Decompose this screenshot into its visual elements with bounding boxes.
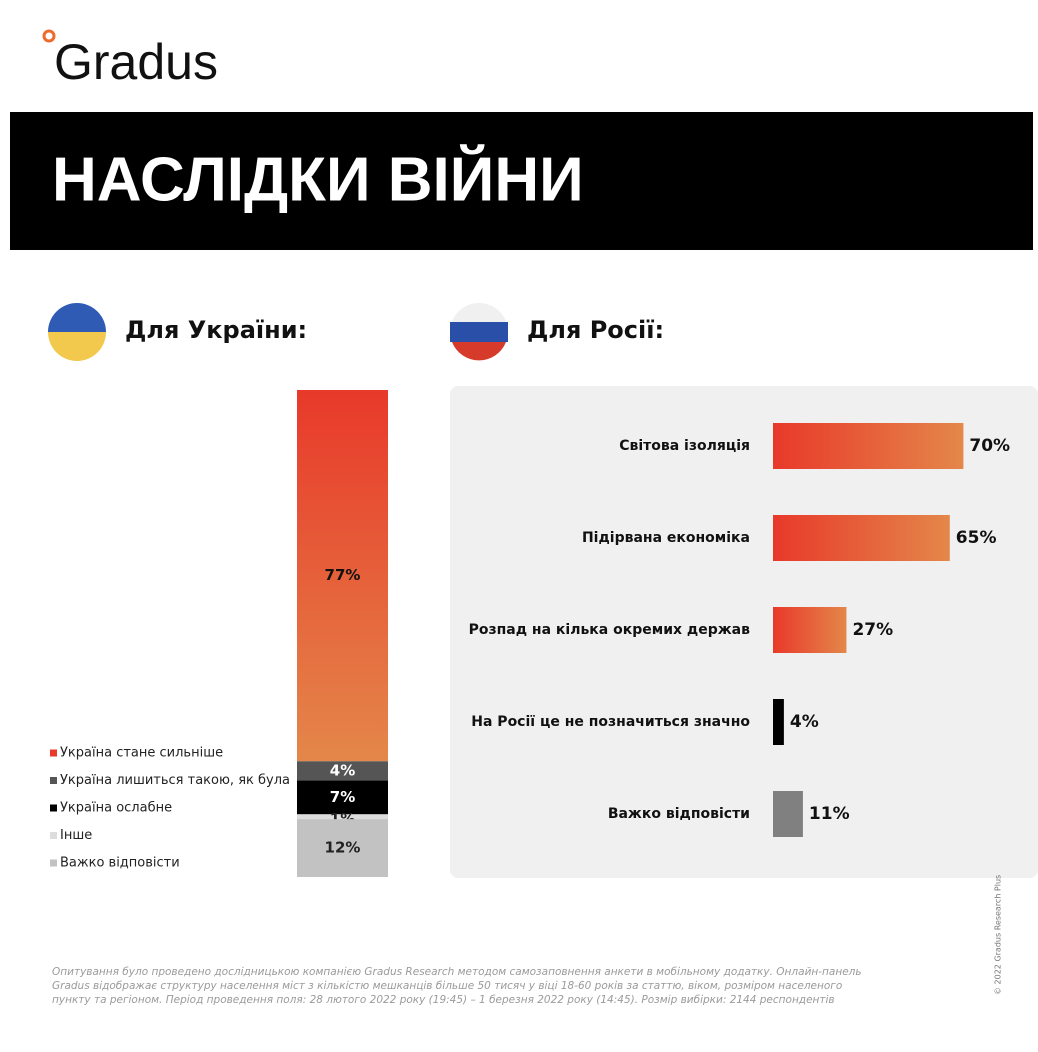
legend-swatch <box>50 832 57 839</box>
category-label: Світова ізоляція <box>619 438 750 454</box>
stack-segment <box>297 780 388 815</box>
footnote: Gradus відображає структуру населення мі… <box>52 980 842 992</box>
bar <box>773 423 964 469</box>
data-label: 27% <box>852 620 893 640</box>
bar <box>773 607 847 653</box>
legend-label: Україна ослабне <box>60 801 172 816</box>
legend-label: Інше <box>60 828 92 843</box>
legend-label: Україна лишиться такою, як була <box>60 773 290 788</box>
page-title: НАСЛІДКИ ВІЙНИ <box>52 144 584 214</box>
copyright: © 2022 Gradus Research Plus <box>994 875 1003 995</box>
flag-ua <box>48 303 106 361</box>
data-label: 4% <box>790 712 819 732</box>
bar <box>773 515 950 561</box>
section-title: Для Росії: <box>527 316 664 344</box>
data-label: 77% <box>325 566 361 584</box>
data-label: 11% <box>809 804 850 824</box>
logo: Gradus <box>54 34 218 90</box>
legend-label: Україна стане сильніше <box>60 746 223 761</box>
panel <box>450 386 1038 878</box>
bar <box>773 699 784 745</box>
logo-mark <box>42 29 56 43</box>
data-label: 12% <box>325 839 361 857</box>
category-label: Підірвана економіка <box>582 530 750 546</box>
bar <box>773 791 803 837</box>
flag-ru <box>450 303 508 361</box>
category-label: Важко відповісти <box>608 806 750 822</box>
legend-swatch <box>50 804 57 812</box>
legend-swatch <box>50 749 57 757</box>
legend-swatch <box>50 859 57 867</box>
stack-segment <box>297 390 388 762</box>
footnote: Опитування було проведено дослідницькою … <box>52 966 862 978</box>
data-label: 4% <box>330 761 355 779</box>
section-title: Для України: <box>125 316 307 344</box>
data-label: 65% <box>956 528 997 548</box>
data-label: 7% <box>330 788 355 806</box>
footnote: пункту та регіоном. Період проведення по… <box>52 994 835 1006</box>
stack-segment <box>297 819 388 877</box>
category-label: На Росії це не позначиться значно <box>471 714 750 730</box>
legend-swatch <box>50 777 57 784</box>
stack-segment <box>297 761 388 781</box>
banner <box>10 112 1033 250</box>
stack-segment <box>297 814 388 820</box>
category-label: Розпад на кілька окремих держав <box>469 622 751 638</box>
legend-label: Важко відповісти <box>60 856 180 871</box>
data-label: 70% <box>969 436 1010 456</box>
